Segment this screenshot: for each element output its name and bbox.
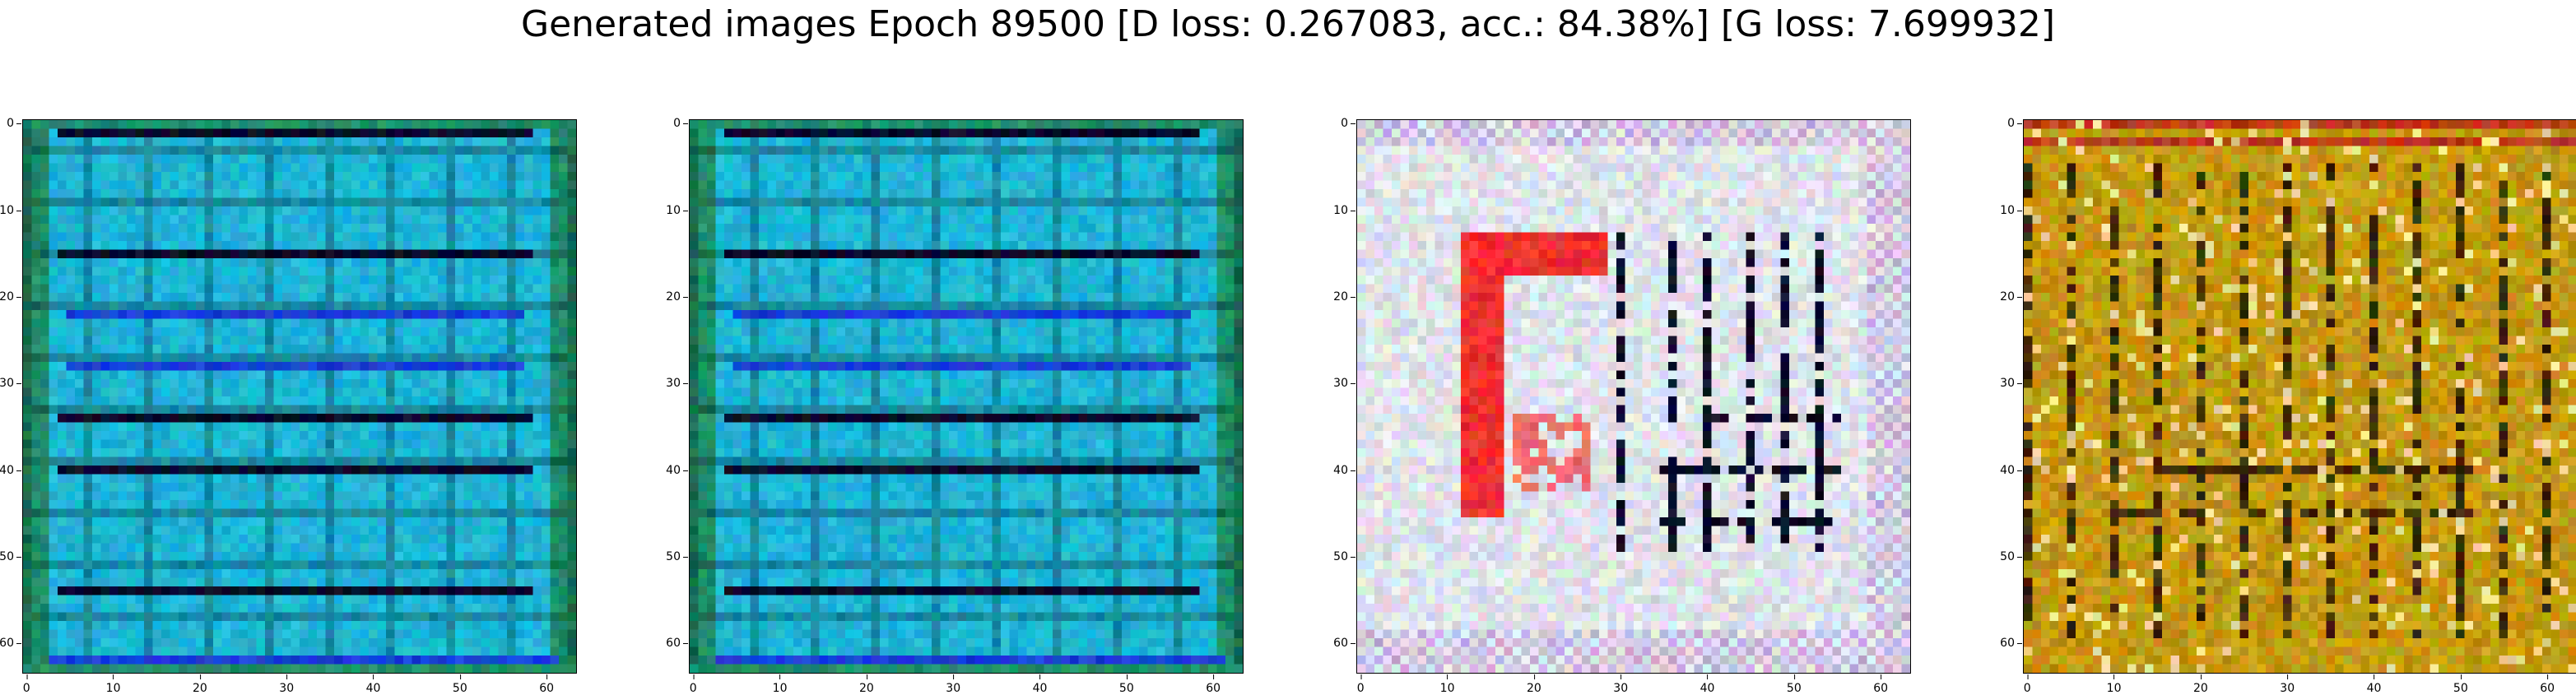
- y-tick-label: 50: [2000, 549, 2022, 563]
- y-tick-label: 50: [0, 549, 21, 563]
- y-tick-label: 30: [0, 377, 21, 391]
- y-tick-label: 10: [0, 203, 21, 217]
- x-tick-label: 60: [2540, 674, 2555, 695]
- x-tick-label: 20: [858, 674, 874, 695]
- y-tick-label: 0: [7, 117, 21, 131]
- generated-image-1-pixels: [22, 119, 577, 674]
- y-tick-label: 10: [2000, 203, 2022, 217]
- x-tick-label: 10: [2106, 674, 2122, 695]
- y-tick-label: 20: [666, 290, 688, 303]
- y-tick-label: 0: [2007, 117, 2022, 131]
- y-tick-label: 40: [666, 463, 688, 477]
- x-tick-label: 10: [1439, 674, 1455, 695]
- x-tick-label: 20: [2192, 674, 2208, 695]
- y-tick-label: 60: [2000, 637, 2022, 651]
- y-tick-label: 50: [666, 549, 688, 563]
- y-tick-label: 10: [666, 203, 688, 217]
- x-tick-label: 0: [2023, 674, 2031, 695]
- y-tick-label: 40: [0, 463, 21, 477]
- y-tick-label: 30: [1333, 377, 1355, 391]
- y-tick-label: 60: [666, 637, 688, 651]
- x-tick-label: 60: [1873, 674, 1889, 695]
- figure-title: Generated images Epoch 89500 [D loss: 0.…: [520, 3, 2056, 45]
- x-tick-label: 10: [772, 674, 788, 695]
- x-tick-label: 60: [1206, 674, 1221, 695]
- x-tick-label: 40: [365, 674, 381, 695]
- x-tick-label: 30: [946, 674, 961, 695]
- generated-image-4: 0 0 10 10 20 20 30 30 40 40 50 50 60 60: [2000, 117, 2576, 695]
- x-tick-label: 20: [1526, 674, 1541, 695]
- x-tick-label: 50: [1118, 674, 1134, 695]
- generated-image-2-pixels: [689, 119, 1244, 674]
- x-tick-label: 0: [22, 674, 30, 695]
- x-tick-label: 50: [1786, 674, 1802, 695]
- y-tick-label: 30: [2000, 377, 2022, 391]
- y-tick-label: 0: [673, 117, 688, 131]
- y-tick-label: 40: [2000, 463, 2022, 477]
- x-tick-label: 40: [2366, 674, 2382, 695]
- y-tick-label: 20: [0, 290, 21, 303]
- generated-image-3: 0 0 10 10 20 20 30 30 40 40 50 50 60 60: [1333, 117, 1911, 695]
- x-tick-label: 30: [2280, 674, 2295, 695]
- x-tick-label: 40: [1700, 674, 1715, 695]
- x-tick-label: 0: [689, 674, 697, 695]
- x-tick-label: 30: [279, 674, 295, 695]
- y-tick-label: 60: [0, 637, 21, 651]
- y-tick-label: 40: [1333, 463, 1355, 477]
- y-tick-label: 20: [2000, 290, 2022, 303]
- x-tick-label: 0: [1356, 674, 1365, 695]
- x-tick-label: 10: [105, 674, 121, 695]
- y-tick-label: 20: [1333, 290, 1355, 303]
- generated-image-2: 0 0 10 10 20 20 30 30 40 40 50 50 60 60: [666, 117, 1244, 695]
- y-tick-label: 30: [666, 377, 688, 391]
- x-tick-label: 60: [539, 674, 555, 695]
- x-tick-label: 20: [192, 674, 207, 695]
- generated-image-3-pixels: [1356, 119, 1911, 674]
- generated-image-1: 0 0 10 10 20 20 30 30 40 40 50 50 60 60: [0, 117, 577, 695]
- x-tick-label: 50: [452, 674, 467, 695]
- y-tick-label: 50: [1333, 549, 1355, 563]
- y-tick-label: 0: [1341, 117, 1355, 131]
- generated-image-4-pixels: [2023, 119, 2576, 674]
- y-tick-label: 60: [1333, 637, 1355, 651]
- x-tick-label: 30: [1613, 674, 1629, 695]
- x-tick-label: 50: [2453, 674, 2468, 695]
- x-tick-label: 40: [1032, 674, 1048, 695]
- y-tick-label: 10: [1333, 203, 1355, 217]
